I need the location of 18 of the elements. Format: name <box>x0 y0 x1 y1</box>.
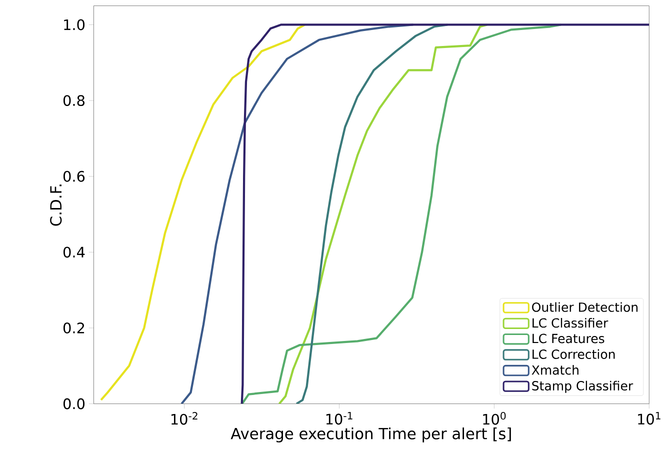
legend-label: LC Features <box>532 334 604 344</box>
x-tick-label: 10$^{0}$ <box>483 412 506 425</box>
legend-label: Xmatch <box>532 365 578 375</box>
y-tick-label: 1.0 <box>64 19 85 30</box>
x-tick-label: 10$^{-2}$ <box>171 412 198 425</box>
y-tick-label: 0.8 <box>63 95 84 106</box>
y-tick-label: 0.0 <box>63 398 85 410</box>
y-tick-label: 0.2 <box>63 322 84 334</box>
legend-label: LC Classifier <box>532 318 608 328</box>
x-tick-label: 10$^{-1}$ <box>326 412 352 425</box>
legend-label: Stamp Classifier <box>532 380 634 394</box>
x-tick-label: 10$^{1}$ <box>638 412 660 425</box>
y-axis-title: C.D.F. <box>50 184 62 226</box>
x-axis-title: Average execution Time per alert [s] <box>230 428 511 442</box>
y-tick-label: 0.4 <box>63 246 85 258</box>
legend-label: Outlier Detection <box>532 302 638 312</box>
legend-label: LC Correction <box>532 349 615 360</box>
y-tick-label: 0.6 <box>63 171 85 182</box>
